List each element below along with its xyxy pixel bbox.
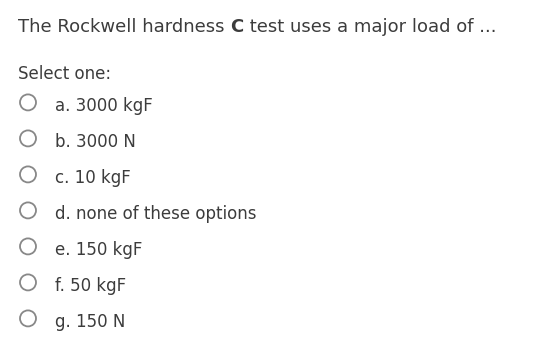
Circle shape — [20, 95, 36, 110]
Text: The Rockwell hardness: The Rockwell hardness — [18, 18, 230, 36]
Text: e. 150 kgF: e. 150 kgF — [55, 241, 142, 259]
Text: d. none of these options: d. none of these options — [55, 205, 256, 223]
Circle shape — [20, 166, 36, 183]
Text: Select one:: Select one: — [18, 65, 111, 83]
Text: a. 3000 kgF: a. 3000 kgF — [55, 97, 153, 115]
Text: f. 50 kgF: f. 50 kgF — [55, 277, 126, 295]
Text: C: C — [230, 18, 244, 36]
Text: g. 150 N: g. 150 N — [55, 313, 125, 331]
Circle shape — [20, 310, 36, 326]
Circle shape — [20, 203, 36, 218]
Circle shape — [20, 130, 36, 146]
Text: test uses a major load of ...: test uses a major load of ... — [244, 18, 496, 36]
Text: c. 10 kgF: c. 10 kgF — [55, 169, 131, 187]
Text: b. 3000 N: b. 3000 N — [55, 133, 136, 151]
Circle shape — [20, 274, 36, 290]
Circle shape — [20, 238, 36, 254]
